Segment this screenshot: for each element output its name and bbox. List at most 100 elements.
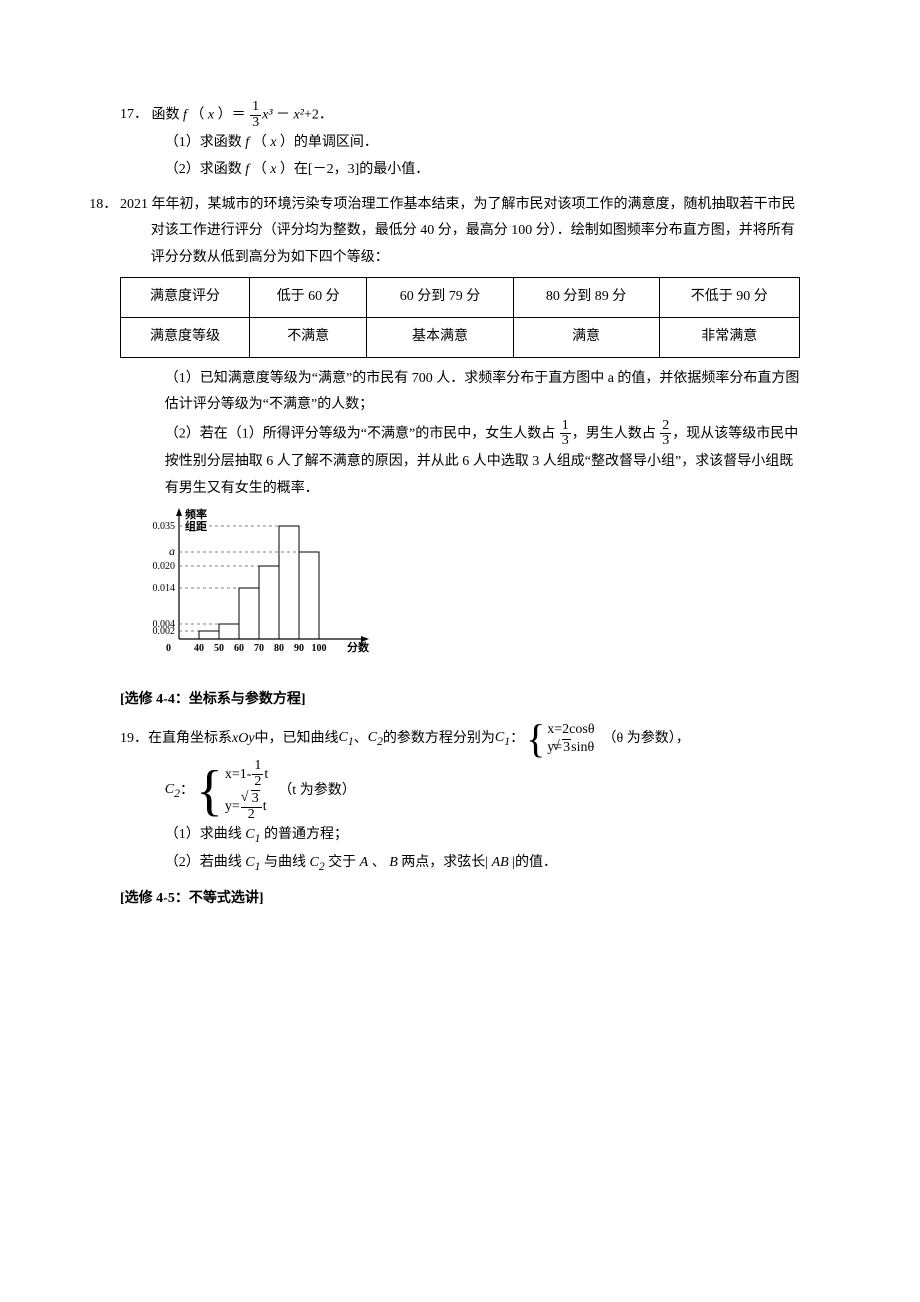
svg-text:90: 90 <box>294 643 304 654</box>
var-x: x <box>270 162 276 177</box>
t: t <box>263 800 267 814</box>
C1: C1 <box>339 725 354 753</box>
svg-text:0: 0 <box>166 643 171 654</box>
text: 函数 <box>152 107 184 122</box>
colon: ： <box>510 726 524 753</box>
brace-icon: { <box>196 763 223 819</box>
paren-l: （ <box>253 162 267 177</box>
svg-text:0.020: 0.020 <box>153 561 176 572</box>
problem-18: 18．2021 年年初，某城市的环境污染专项治理工作基本结束，为了解市民对该项工… <box>120 192 800 679</box>
svg-text:80: 80 <box>274 643 284 654</box>
svg-text:60: 60 <box>234 643 244 654</box>
B: B <box>389 855 398 870</box>
svg-text:频率: 频率 <box>185 508 207 521</box>
A: A <box>360 855 369 870</box>
text: （2）求函数 <box>165 162 246 177</box>
dot: 、 <box>354 726 368 753</box>
text: 的参数方程分别为 <box>383 726 495 753</box>
sin: sin <box>571 740 587 755</box>
svg-text:50: 50 <box>214 643 224 654</box>
theta: θ <box>588 740 595 755</box>
numerator: 2 <box>660 419 671 435</box>
C: C <box>368 730 377 745</box>
table-row: 满意度等级 不满意 基本满意 满意 非常满意 <box>121 317 800 357</box>
C: C <box>495 730 504 745</box>
C: C <box>245 855 254 870</box>
AB: AB <box>492 855 509 870</box>
text: （2）若曲线 <box>165 855 246 870</box>
p18-q2: （2）若在（1）所得评分等级为“不满意”的市民中，女生人数占 1 3 ，男生人数… <box>120 419 800 503</box>
C2: C2 <box>165 777 180 805</box>
cell: 不低于 90 分 <box>659 278 799 318</box>
lhs: x=1- <box>225 768 252 782</box>
sub: 2 <box>319 860 325 873</box>
svg-text:100: 100 <box>312 643 327 654</box>
cell: 非常满意 <box>659 317 799 357</box>
sqrt-arg: 3 <box>251 790 260 806</box>
p19-stem-line2: C2 ： { x=1- 12 t y= √3 2 t （t <box>120 759 800 822</box>
t: t <box>264 768 268 782</box>
table-row: 满意度评分 低于 60 分 60 分到 79 分 80 分到 89 分 不低于 … <box>121 278 800 318</box>
C1: C1 <box>245 855 260 870</box>
C: C <box>245 827 254 842</box>
problem-number: 17． <box>120 102 148 129</box>
numerator: 1 <box>250 100 261 116</box>
denominator: 3 <box>560 434 571 449</box>
sqrt-arg: 3 <box>562 739 571 755</box>
svg-text:70: 70 <box>254 643 264 654</box>
fraction-1-2: 12 <box>252 759 263 789</box>
tail: 的普通方程； <box>264 827 348 842</box>
text: （2）若在（1）所得评分等级为“不满意”的市民中，女生人数占 <box>165 426 555 441</box>
C2: C2 <box>309 855 324 870</box>
C: C <box>165 782 174 797</box>
denominator: 2 <box>252 775 263 790</box>
paren-l: （ <box>253 135 267 150</box>
satisfaction-table: 满意度评分 低于 60 分 60 分到 79 分 80 分到 89 分 不低于 … <box>120 277 800 357</box>
cell: 满意度等级 <box>121 317 250 357</box>
fraction-sqrt3-2: √3 2 <box>241 792 262 822</box>
var-f: f <box>245 135 249 150</box>
paren-eq: ）＝ <box>218 107 246 122</box>
text: ，男生人数占 <box>572 426 656 441</box>
paren-l: （ <box>190 107 204 122</box>
brace-icon: { <box>526 719 545 759</box>
cell: 60 分到 79 分 <box>367 278 513 318</box>
text: 在直角坐标系 <box>148 726 232 753</box>
cell: 基本满意 <box>367 317 513 357</box>
var-f: f <box>245 162 249 177</box>
text: 、 <box>372 855 386 870</box>
svg-text:0.035: 0.035 <box>153 521 176 532</box>
numerator: 1 <box>252 759 263 775</box>
text: 与曲线 <box>264 855 310 870</box>
var-f: f <box>183 107 187 122</box>
C1: C1 <box>245 827 260 842</box>
text: （1）求函数 <box>165 135 246 150</box>
numerator: 1 <box>560 419 571 435</box>
svg-text:分数: 分数 <box>347 640 370 654</box>
var-x: x <box>208 107 214 122</box>
sub: 1 <box>255 860 261 873</box>
problem-19: 19． 在直角坐标系 xOy 中，已知曲线 C1 、 C2 的参数方程分别为 C… <box>120 719 800 878</box>
text: 中，已知曲线 <box>255 726 339 753</box>
fraction-1-3: 1 3 <box>560 419 571 449</box>
denominator: 3 <box>250 116 261 131</box>
numerator: √3 <box>241 792 262 808</box>
denominator: 2 <box>241 808 262 823</box>
C1-2: C1 <box>495 725 510 753</box>
tail: +2． <box>304 107 333 122</box>
tail: （θ 为参数）， <box>603 726 690 753</box>
theta: θ <box>588 722 595 737</box>
p17-q2: （2）求函数 f （ x ）在[－2，3]的最小值． <box>120 157 800 184</box>
tail: （t 为参数） <box>278 778 355 805</box>
cell: 80 分到 89 分 <box>513 278 659 318</box>
svg-text:0.014: 0.014 <box>153 583 176 594</box>
section-4-4-label: [选修 4-4：坐标系与参数方程] <box>120 687 800 714</box>
lhs: y= <box>225 800 240 814</box>
cell: 满意度评分 <box>121 278 250 318</box>
eq-row: x=2cosθ <box>547 721 594 739</box>
tail: |的值． <box>512 855 557 870</box>
xOy: xOy <box>232 726 255 753</box>
section-4-5-label: [选修 4-5：不等式选讲] <box>120 886 800 913</box>
cell: 低于 60 分 <box>249 278 367 318</box>
p18-stem: 18．2021 年年初，某城市的环境污染专项治理工作基本结束，为了解市民对该项工… <box>120 192 800 272</box>
